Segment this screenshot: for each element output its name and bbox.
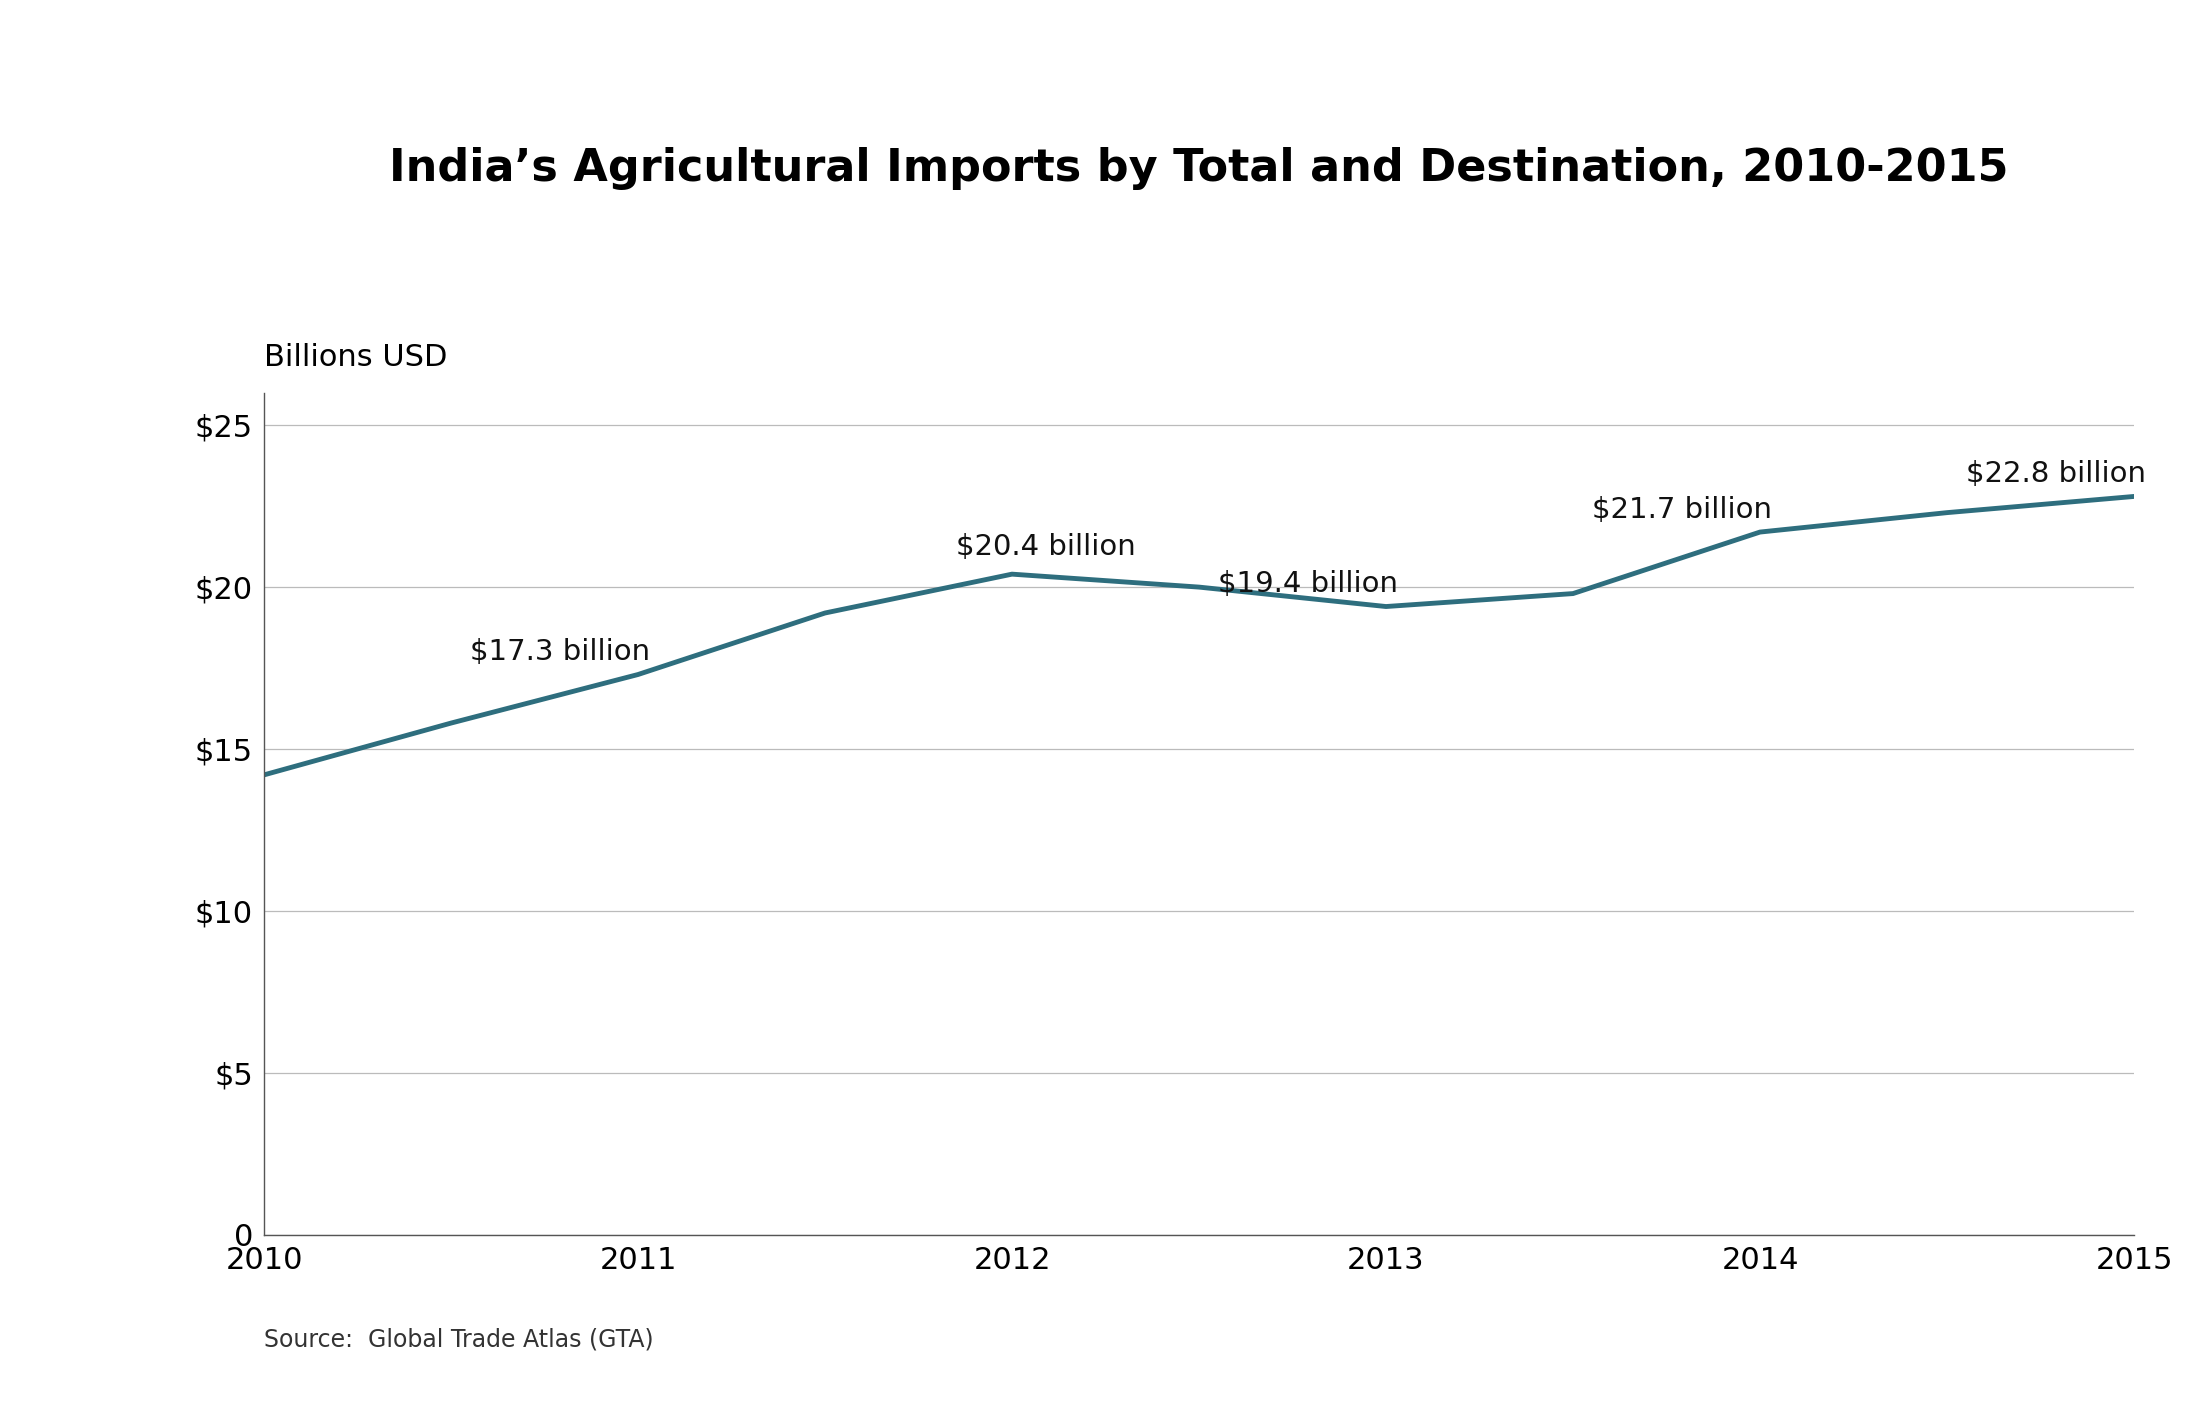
Text: $17.3 billion: $17.3 billion	[469, 638, 649, 666]
Text: $21.7 billion: $21.7 billion	[1591, 497, 1771, 523]
Text: Source:  Global Trade Atlas (GTA): Source: Global Trade Atlas (GTA)	[264, 1327, 653, 1352]
Text: $19.4 billion: $19.4 billion	[1217, 571, 1397, 599]
Text: $22.8 billion: $22.8 billion	[1965, 460, 2145, 488]
Text: $20.4 billion: $20.4 billion	[957, 533, 1135, 561]
Text: Billions USD: Billions USD	[264, 342, 447, 372]
Text: India’s Agricultural Imports by Total and Destination, 2010-2015: India’s Agricultural Imports by Total an…	[389, 147, 2009, 189]
